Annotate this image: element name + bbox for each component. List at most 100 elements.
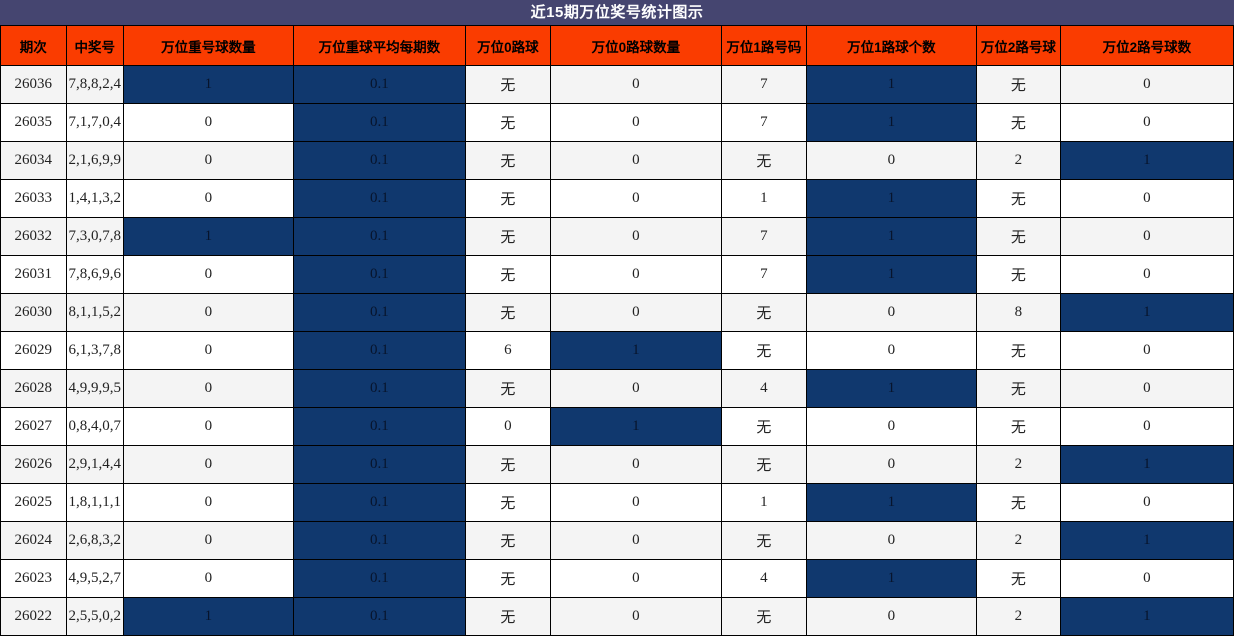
table-cell: 2 — [975, 141, 1061, 180]
table-cell: 0 — [805, 407, 977, 446]
column-header-0[interactable]: 期次 — [0, 25, 67, 66]
table-cell: 8 — [975, 293, 1061, 332]
table-cell: 1 — [805, 559, 977, 598]
table-cell: 0 — [122, 293, 294, 332]
table-cell: 0 — [122, 179, 294, 218]
table-cell: 7,8,8,2,4 — [65, 65, 124, 104]
table-cell: 无 — [464, 369, 551, 408]
table-row: 26027 0,8,4,0,7 0 0.1 0 1 无 0 无 0 — [0, 407, 1234, 446]
cell-issue-number: 26029 — [0, 331, 67, 370]
table-cell: 0 — [549, 597, 722, 636]
cell-issue-number: 26026 — [0, 445, 67, 484]
cell-issue-number: 26022 — [0, 597, 67, 636]
table-cell: 0 — [549, 255, 722, 294]
table-cell: 1 — [549, 407, 722, 446]
table-cell: 0 — [464, 407, 551, 446]
column-header-5[interactable]: 万位0路球数量 — [549, 25, 722, 66]
table-cell: 无 — [720, 331, 807, 370]
table-row: 26035 7,1,7,0,4 0 0.1 无 0 7 1 无 0 — [0, 103, 1234, 142]
table-cell: 0 — [549, 103, 722, 142]
table-cell: 无 — [720, 293, 807, 332]
table-cell: 0 — [1059, 103, 1234, 142]
table-cell: 无 — [975, 331, 1061, 370]
column-header-4[interactable]: 万位0路球 — [464, 25, 551, 66]
table-cell: 无 — [720, 445, 807, 484]
table-cell: 1 — [805, 483, 977, 522]
cell-issue-number: 26032 — [0, 217, 67, 256]
table-cell: 1 — [720, 179, 807, 218]
table-cell: 无 — [464, 103, 551, 142]
table-cell: 0 — [805, 597, 977, 636]
table-cell: 1 — [122, 597, 294, 636]
table-cell: 无 — [464, 255, 551, 294]
table-row: 26030 8,1,1,5,2 0 0.1 无 0 无 0 8 1 — [0, 293, 1234, 332]
table-cell: 7,1,7,0,4 — [65, 103, 124, 142]
column-header-6[interactable]: 万位1路号码 — [720, 25, 807, 66]
table-cell: 无 — [464, 65, 551, 104]
table-cell: 7 — [720, 217, 807, 256]
table-cell: 7 — [720, 255, 807, 294]
table-row: 26036 7,8,8,2,4 1 0.1 无 0 7 1 无 0 — [0, 65, 1234, 104]
table-cell: 1 — [122, 65, 294, 104]
table-cell: 0.1 — [292, 483, 466, 522]
table-cell: 1 — [720, 483, 807, 522]
table-cell: 0 — [1059, 483, 1234, 522]
table-cell: 1 — [805, 217, 977, 256]
table-cell: 无 — [720, 141, 807, 180]
table-cell: 0 — [1059, 179, 1234, 218]
table-cell: 6,1,3,7,8 — [65, 331, 124, 370]
table-cell: 0.1 — [292, 445, 466, 484]
table-cell: 0.1 — [292, 521, 466, 560]
page-title: 近15期万位奖号统计图示 — [530, 4, 704, 21]
table-cell: 0 — [549, 559, 722, 598]
table-cell: 无 — [975, 369, 1061, 408]
table-cell: 0 — [805, 141, 977, 180]
table-cell: 0 — [122, 369, 294, 408]
column-header-7[interactable]: 万位1路球个数 — [805, 25, 977, 66]
column-header-1[interactable]: 中奖号 — [65, 25, 124, 66]
table-cell: 0.1 — [292, 65, 466, 104]
table-cell: 1 — [805, 65, 977, 104]
cell-issue-number: 26027 — [0, 407, 67, 446]
table-cell: 0 — [549, 141, 722, 180]
cell-issue-number: 26035 — [0, 103, 67, 142]
table-cell: 0.1 — [292, 597, 466, 636]
table-cell: 无 — [975, 65, 1061, 104]
table-cell: 1 — [1059, 445, 1234, 484]
table-cell: 6 — [464, 331, 551, 370]
table-cell: 0 — [549, 65, 722, 104]
table-cell: 0 — [122, 103, 294, 142]
column-header-2[interactable]: 万位重号球数量 — [122, 25, 294, 66]
table-cell: 0 — [122, 141, 294, 180]
cell-issue-number: 26028 — [0, 369, 67, 408]
cell-issue-number: 26030 — [0, 293, 67, 332]
table-cell: 7,8,6,9,6 — [65, 255, 124, 294]
table-cell: 无 — [720, 407, 807, 446]
table-cell: 7 — [720, 103, 807, 142]
table-cell: 0 — [122, 483, 294, 522]
table-cell: 4 — [720, 559, 807, 598]
table-cell: 0 — [549, 445, 722, 484]
table-cell: 4,9,9,9,5 — [65, 369, 124, 408]
table-cell: 无 — [464, 141, 551, 180]
table-cell: 4,9,5,2,7 — [65, 559, 124, 598]
table-cell: 无 — [720, 521, 807, 560]
table-cell: 0 — [549, 521, 722, 560]
table-cell: 0 — [549, 369, 722, 408]
cell-issue-number: 26031 — [0, 255, 67, 294]
table-cell: 0 — [805, 293, 977, 332]
header-row: 期次 中奖号 万位重号球数量 万位重球平均每期数 万位0路球 万位0路球数量 万位1路号码万… — [0, 25, 1234, 66]
column-header-3[interactable]: 万位重球平均每期数 — [292, 25, 466, 66]
table-row: 26025 1,8,1,1,1 0 0.1 无 0 1 1 无 0 — [0, 483, 1234, 522]
table-body: 26036 7,8,8,2,4 1 0.1 无 0 7 1 无 0 26035 7,1,7,0,4 0 0… — [0, 65, 1234, 636]
table-cell: 0.1 — [292, 217, 466, 256]
column-header-8[interactable]: 万位2路号球 — [975, 25, 1061, 66]
column-header-9[interactable]: 万位2路号球数 — [1059, 25, 1234, 66]
cell-issue-number: 26034 — [0, 141, 67, 180]
table-cell: 无 — [975, 103, 1061, 142]
table-cell: 1 — [805, 179, 977, 218]
table-cell: 2 — [975, 597, 1061, 636]
table-cell: 2,5,5,0,2 — [65, 597, 124, 636]
table-cell: 0.1 — [292, 141, 466, 180]
table-cell: 1 — [1059, 141, 1234, 180]
